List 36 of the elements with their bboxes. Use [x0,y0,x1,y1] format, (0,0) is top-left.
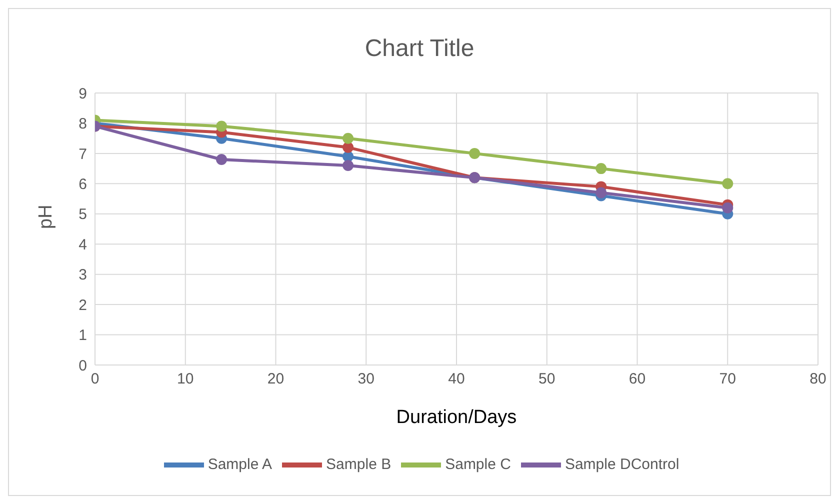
x-tick-label: 50 [538,370,556,388]
y-tick-label: 9 [78,85,87,102]
x-tick-label: 40 [448,370,465,388]
point [342,142,354,153]
point [722,178,734,190]
y-tick-label: 8 [78,116,87,133]
legend-label: Sample A [208,456,272,473]
y-tick-label: 7 [78,146,87,163]
y-tick-label: 6 [78,176,87,193]
point [342,132,354,144]
y-tick-label: 5 [78,206,87,224]
x-axis-title: Duration/Days [396,407,517,428]
chart-title: Chart Title [364,35,476,63]
x-tick-label: 20 [267,370,284,388]
x-tick-label: 0 [90,370,100,388]
x-tick-label: 30 [358,370,374,388]
legend-label: Sample B [326,456,392,473]
x-tick-label: 70 [719,370,736,388]
point [596,163,607,174]
legend-label: Sample DControl [564,456,680,473]
x-tick-label: 10 [177,370,194,388]
x-tick-label: 60 [628,370,646,388]
y-tick-label: 2 [78,296,87,314]
point [342,160,354,172]
point [216,120,228,132]
x-tick-label: 80 [810,370,826,388]
point [469,148,480,159]
y-axis-title: pH [36,204,57,229]
y-tick-label: 3 [78,266,87,284]
legend-label: Sample C [445,456,511,473]
y-tick-label: 4 [78,236,87,254]
point [216,154,228,165]
point [596,187,607,198]
y-tick-label: 1 [78,327,87,344]
y-tick-label: 0 [78,357,87,374]
point [722,202,734,214]
